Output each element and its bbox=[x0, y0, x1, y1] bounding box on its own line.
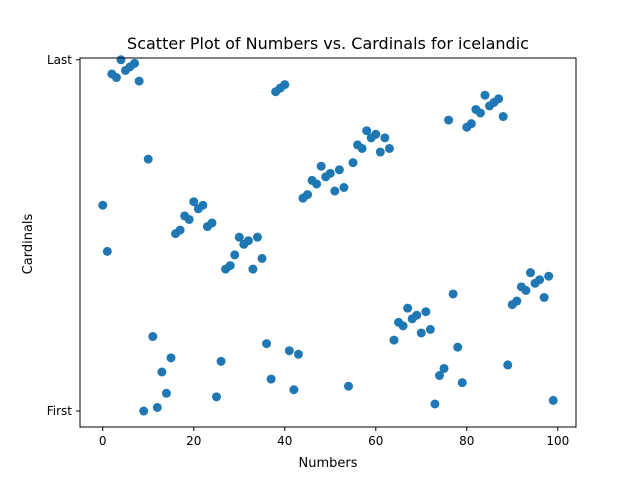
scatter-point bbox=[343, 381, 353, 391]
scatter-point bbox=[303, 190, 313, 200]
scatter-point bbox=[134, 76, 144, 86]
scatter-point bbox=[389, 335, 399, 345]
scatter-point bbox=[166, 353, 176, 363]
scatter-point bbox=[280, 80, 290, 90]
plot-frame bbox=[79, 57, 577, 428]
y-axis-ticks: First Last bbox=[47, 53, 80, 418]
scatter-point bbox=[148, 332, 158, 342]
scatter-point bbox=[430, 399, 440, 409]
scatter-point bbox=[384, 143, 394, 153]
scatter-point bbox=[293, 349, 303, 359]
scatter-point bbox=[189, 197, 199, 207]
scatter-point bbox=[225, 261, 235, 271]
scatter-point bbox=[248, 264, 258, 274]
x-tick-label: 40 bbox=[277, 434, 292, 448]
scatter-point bbox=[457, 378, 467, 388]
scatter-point bbox=[439, 363, 449, 373]
scatter-point bbox=[316, 161, 326, 171]
y-tick-label: First bbox=[47, 404, 73, 418]
scatter-point bbox=[161, 388, 171, 398]
scatter-point bbox=[216, 356, 226, 366]
x-tick-label: 60 bbox=[368, 434, 383, 448]
scatter-point bbox=[548, 395, 558, 405]
scatter-point bbox=[257, 253, 267, 263]
y-axis-label: Cardinals bbox=[21, 213, 36, 274]
scatter-point bbox=[325, 168, 335, 178]
scatter-point bbox=[375, 147, 385, 157]
scatter-point bbox=[448, 289, 458, 299]
scatter-point bbox=[494, 94, 504, 104]
scatter-point bbox=[266, 374, 276, 384]
scatter-point bbox=[334, 165, 344, 175]
scatter-point bbox=[357, 143, 367, 153]
scatter-point bbox=[143, 154, 153, 164]
scatter-point bbox=[475, 108, 485, 118]
scatter-point bbox=[157, 367, 167, 377]
scatter-point bbox=[130, 58, 140, 68]
x-tick-label: 100 bbox=[546, 434, 569, 448]
chart-title: Scatter Plot of Numbers vs. Cardinals fo… bbox=[127, 34, 529, 53]
scatter-point bbox=[434, 371, 444, 381]
x-tick-label: 80 bbox=[459, 434, 474, 448]
scatter-point bbox=[498, 112, 508, 122]
scatter-point bbox=[535, 275, 545, 285]
scatter-point bbox=[339, 183, 349, 193]
scatter-point bbox=[525, 268, 535, 278]
scatter-point bbox=[348, 158, 358, 168]
data-points bbox=[98, 55, 558, 416]
scatter-point bbox=[425, 324, 435, 334]
scatter-point bbox=[330, 186, 340, 196]
scatter-point bbox=[207, 218, 217, 228]
scatter-point bbox=[512, 296, 522, 306]
x-axis-label: Numbers bbox=[299, 456, 358, 471]
scatter-point bbox=[139, 406, 149, 416]
scatter-point bbox=[152, 402, 162, 412]
x-tick-label: 0 bbox=[99, 434, 107, 448]
scatter-point bbox=[421, 307, 431, 317]
scatter-point bbox=[212, 392, 222, 402]
scatter-point bbox=[380, 133, 390, 143]
scatter-point bbox=[116, 55, 126, 65]
scatter-point bbox=[284, 346, 294, 356]
scatter-point bbox=[98, 200, 108, 210]
scatter-point bbox=[480, 90, 490, 100]
scatter-point bbox=[466, 119, 476, 129]
scatter-point bbox=[403, 303, 413, 313]
scatter-point bbox=[539, 292, 549, 302]
x-axis-ticks: 0 20 40 60 80 100 bbox=[99, 427, 569, 448]
scatter-point bbox=[111, 73, 121, 83]
scatter-point bbox=[230, 250, 240, 260]
scatter-point bbox=[398, 321, 408, 331]
scatter-point bbox=[262, 339, 272, 349]
x-tick-label: 20 bbox=[186, 434, 201, 448]
scatter-point bbox=[234, 232, 244, 242]
y-tick-label: Last bbox=[47, 53, 72, 67]
scatter-point bbox=[453, 342, 463, 352]
scatter-point bbox=[412, 310, 422, 320]
scatter-point bbox=[503, 360, 513, 370]
scatter-point bbox=[243, 236, 253, 246]
scatter-point bbox=[175, 225, 185, 235]
scatter-point bbox=[416, 328, 426, 338]
scatter-point bbox=[252, 232, 262, 242]
scatter-point bbox=[289, 385, 299, 395]
scatter-point bbox=[198, 200, 208, 210]
scatter-point bbox=[521, 285, 531, 295]
scatter-point bbox=[444, 115, 454, 125]
scatter-point bbox=[102, 246, 112, 256]
scatter-point bbox=[312, 179, 322, 189]
scatter-point bbox=[371, 129, 381, 139]
scatter-point bbox=[544, 271, 554, 281]
scatter-point bbox=[184, 214, 194, 224]
scatter-point bbox=[362, 126, 372, 136]
